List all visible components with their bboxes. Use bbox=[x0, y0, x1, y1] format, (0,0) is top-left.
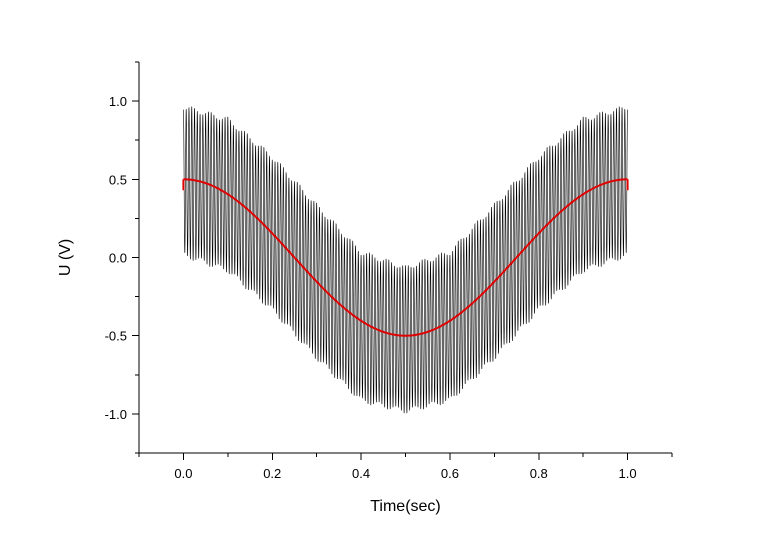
axes-layer bbox=[138, 62, 672, 454]
x-tick-label: 1.0 bbox=[619, 466, 637, 481]
x-tick-label: 0.0 bbox=[174, 466, 192, 481]
x-tick-label: 0.8 bbox=[530, 466, 548, 481]
series-layer bbox=[182, 106, 629, 414]
y-axis-title: U (V) bbox=[57, 239, 74, 276]
y-tick-label: 0.0 bbox=[109, 251, 127, 266]
y-tick-label: 1.0 bbox=[109, 94, 127, 109]
y-tick-label: 0.5 bbox=[109, 172, 127, 187]
y-tick-label: -0.5 bbox=[105, 329, 127, 344]
ticks-layer: 0.0 0.2 0.4 0.6 0.8 1.0 1.0 0.5 0.0 -0.5 -1.0 bbox=[105, 61, 673, 481]
signal-series-line bbox=[183, 106, 628, 414]
filtered-series-line bbox=[183, 178, 628, 337]
y-tick-label: -1.0 bbox=[105, 407, 127, 422]
x-tick-label: 0.2 bbox=[263, 466, 281, 481]
x-tick-label: 0.4 bbox=[352, 466, 370, 481]
x-tick-label: 0.6 bbox=[441, 466, 459, 481]
x-axis-title: Time(sec) bbox=[370, 498, 441, 515]
